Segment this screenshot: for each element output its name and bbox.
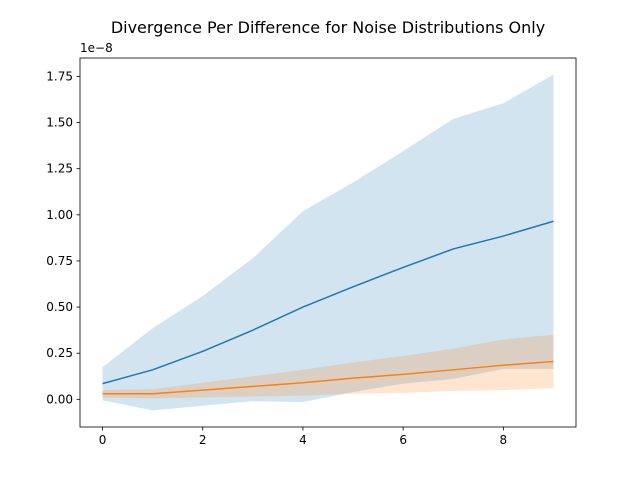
plot-area: 0 2 4 6 8 0.00 0.25 0.50 0.75 1.00 1.25 1.50 1.75 bbox=[46, 57, 577, 447]
x-tick-label: 6 bbox=[399, 433, 407, 447]
x-tick-label: 8 bbox=[500, 433, 508, 447]
confidence-band-2 bbox=[102, 334, 554, 399]
y-tick-label: 0.00 bbox=[46, 392, 73, 406]
x-tick-label: 0 bbox=[99, 433, 107, 447]
y-tick-label: 1.50 bbox=[46, 116, 73, 130]
y-tick-label: 0.75 bbox=[46, 254, 73, 268]
x-tick-label: 2 bbox=[199, 433, 207, 447]
series-line-2 bbox=[102, 360, 554, 395]
y-tick-label: 0.50 bbox=[46, 300, 73, 314]
chart-title: Divergence Per Difference for Noise Dist… bbox=[111, 18, 545, 37]
x-tick-label: 4 bbox=[299, 433, 307, 447]
confidence-band-1 bbox=[102, 74, 554, 411]
y-tick-label: 0.25 bbox=[46, 346, 73, 360]
series-line-1 bbox=[102, 220, 554, 385]
y-tick-label: 1.00 bbox=[46, 208, 73, 222]
y-tick-label: 1.25 bbox=[46, 162, 73, 176]
y-tick-label: 1.75 bbox=[46, 69, 73, 83]
axes-frame bbox=[79, 57, 577, 428]
y-offset-label: 1e−8 bbox=[80, 41, 113, 55]
